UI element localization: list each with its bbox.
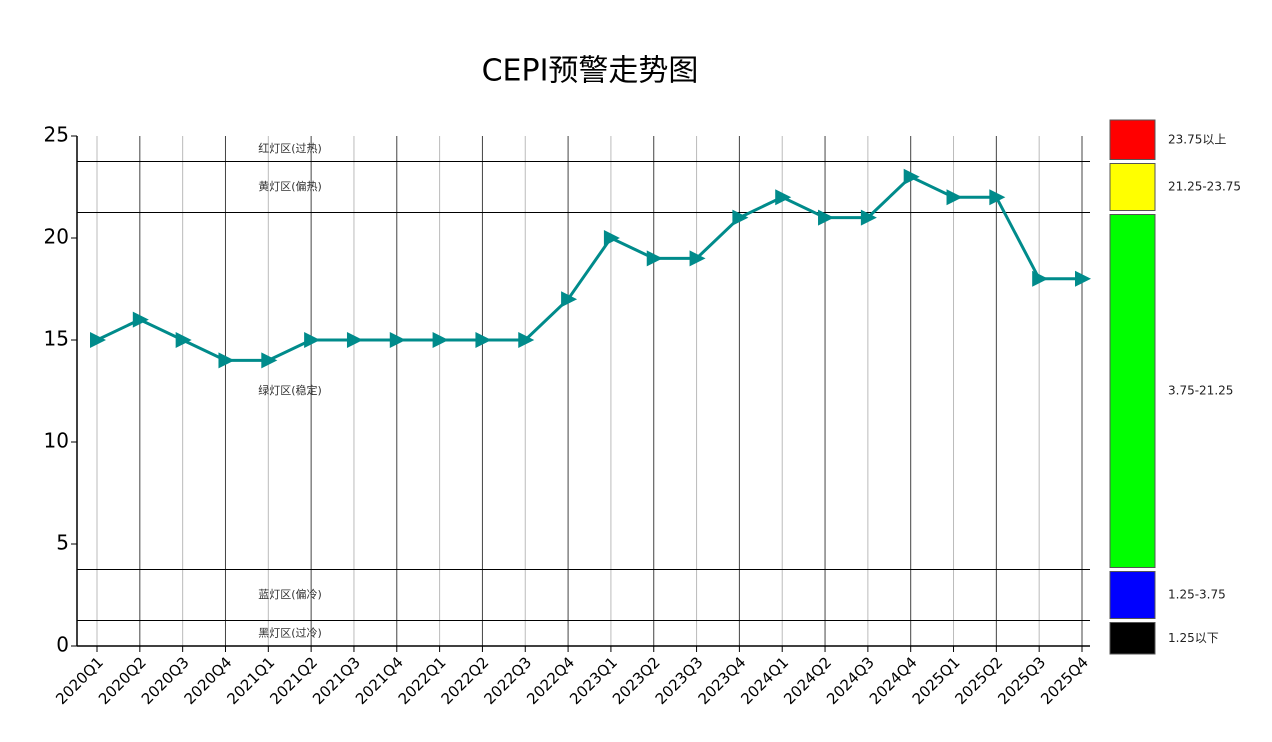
y-tick-label: 5 [56, 531, 69, 555]
y-tick-label: 10 [44, 429, 69, 453]
data-marker [1032, 270, 1049, 287]
zone-label: 绿灯区(稳定) [258, 383, 322, 397]
chart-title: CEPI预警走势图 [482, 54, 699, 89]
x-tick-label: 2025Q4 [1037, 653, 1092, 708]
data-marker [646, 250, 663, 267]
legend-box [1109, 571, 1156, 619]
data-marker [989, 189, 1006, 206]
data-marker [860, 209, 877, 226]
data-marker [389, 332, 406, 348]
legend-box [1109, 119, 1156, 160]
legend-box [1109, 214, 1156, 568]
zone-label: 红灯区(过热) [258, 142, 322, 155]
data-marker [218, 352, 235, 369]
legend-label: 23.75以上 [1168, 132, 1226, 146]
data-marker [261, 352, 278, 369]
data-line [96, 175, 1082, 362]
data-marker [304, 332, 321, 348]
zone-label: 蓝灯区(偏冷) [258, 587, 322, 601]
data-marker [775, 189, 792, 206]
legend-label: 1.25-3.75 [1168, 588, 1226, 602]
legend-label: 21.25-23.75 [1168, 180, 1241, 194]
data-marker [475, 332, 492, 348]
legend-box [1109, 622, 1156, 655]
data-marker [946, 189, 963, 206]
data-marker [818, 209, 835, 226]
data-marker [603, 230, 620, 246]
data-marker [90, 332, 106, 348]
data-marker [561, 291, 578, 308]
data-marker [903, 168, 920, 185]
data-marker [432, 332, 449, 348]
data-marker [1075, 270, 1091, 287]
zone-label: 黄灯区(偏热) [258, 179, 322, 193]
data-marker [518, 332, 535, 348]
legend-label: 1.25以下 [1168, 631, 1219, 645]
data-marker [132, 311, 149, 328]
data-marker [732, 209, 749, 226]
y-tick-label: 20 [44, 225, 69, 249]
data-marker [175, 332, 192, 348]
y-tick-label: 15 [44, 327, 69, 351]
y-tick-label: 0 [56, 633, 69, 657]
y-tick-label: 25 [44, 123, 69, 147]
legend-box [1109, 163, 1156, 211]
data-marker [689, 250, 706, 267]
zone-label: 黑灯区(过冷) [258, 626, 322, 639]
data-marker [346, 332, 363, 348]
legend-label: 3.75-21.25 [1168, 384, 1233, 398]
